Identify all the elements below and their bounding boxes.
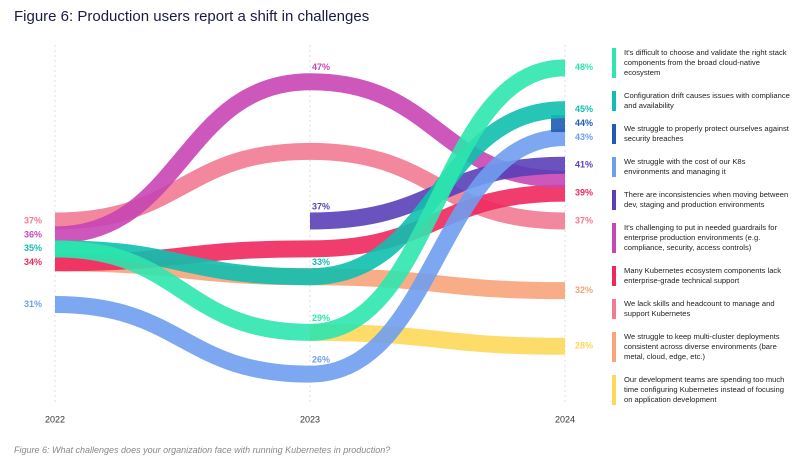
value-label: 29%: [312, 313, 330, 323]
legend-swatch: [612, 157, 616, 177]
value-label: 26%: [312, 355, 330, 365]
series-ribbon: [54, 59, 566, 341]
legend-item: We struggle with the cost of our K8s env…: [612, 157, 792, 177]
legend-item: We lack skills and headcount to manage a…: [612, 299, 792, 319]
legend-label: It's challenging to put in needed guardr…: [624, 223, 778, 252]
chart: 2022 2023 2024 29% 48% 35% 33% 45% 44% 31% 26% 43% 3…: [24, 45, 593, 424]
value-label: 35%: [24, 243, 42, 253]
value-label: 39%: [575, 188, 593, 198]
legend-item: It's difficult to choose and validate th…: [612, 48, 792, 78]
value-label: 33%: [312, 257, 330, 267]
series-ribbon: [54, 101, 566, 286]
legend-item: We struggle to keep multi-cluster deploy…: [612, 332, 792, 362]
legend-item: It's challenging to put in needed guardr…: [612, 223, 792, 253]
legend-label: Many Kubernetes ecosystem components lac…: [624, 266, 782, 285]
series-ribbon: [309, 323, 566, 355]
legend-swatch: [612, 332, 616, 362]
legend-label: We struggle to properly protect ourselve…: [624, 124, 789, 143]
legend-item: We struggle to properly protect ourselve…: [612, 124, 792, 144]
legend-label: We lack skills and headcount to manage a…: [624, 299, 775, 318]
value-label: 32%: [575, 285, 593, 295]
value-label: 37%: [312, 201, 330, 211]
x-tick-label: 2022: [45, 414, 65, 424]
chart-title: Figure 6: Production users report a shif…: [14, 8, 370, 25]
legend-item: Many Kubernetes ecosystem components lac…: [612, 266, 792, 286]
value-label: 47%: [312, 62, 330, 72]
legend-label: We struggle to keep multi-cluster deploy…: [624, 332, 780, 361]
caption: Figure 6: What challenges does your orga…: [14, 445, 391, 455]
value-label: 36%: [24, 229, 42, 239]
legend-label: There are inconsistencies when moving be…: [624, 190, 789, 209]
value-label: 48%: [575, 62, 593, 72]
legend-swatch: [612, 375, 616, 405]
legend-item: Configuration drift causes issues with c…: [612, 91, 792, 111]
value-label: 43%: [575, 132, 593, 142]
legend: It's difficult to choose and validate th…: [612, 48, 792, 418]
legend-swatch: [612, 190, 616, 210]
legend-label: Our development teams are spending too m…: [624, 375, 785, 404]
legend-label: Configuration drift causes issues with c…: [624, 91, 790, 110]
legend-item: There are inconsistencies when moving be…: [612, 190, 792, 210]
legend-swatch: [612, 91, 616, 111]
value-label: 37%: [575, 215, 593, 225]
value-label: 44%: [575, 118, 593, 128]
x-tick-label: 2024: [555, 414, 575, 424]
x-tick-label: 2023: [300, 414, 320, 424]
legend-swatch: [612, 48, 616, 78]
value-label: 37%: [24, 215, 42, 225]
value-label: 28%: [575, 341, 593, 351]
value-label: 41%: [575, 160, 593, 170]
legend-swatch: [612, 299, 616, 319]
legend-item: Our development teams are spending too m…: [612, 375, 792, 405]
value-label: 31%: [24, 299, 42, 309]
legend-swatch: [612, 266, 616, 286]
value-label: 34%: [24, 257, 42, 267]
legend-label: It's difficult to choose and validate th…: [624, 48, 787, 77]
series-ribbon: [54, 128, 566, 383]
legend-swatch: [612, 223, 616, 253]
value-label: 45%: [575, 104, 593, 114]
legend-label: We struggle with the cost of our K8s env…: [624, 157, 746, 176]
legend-swatch: [612, 124, 616, 144]
